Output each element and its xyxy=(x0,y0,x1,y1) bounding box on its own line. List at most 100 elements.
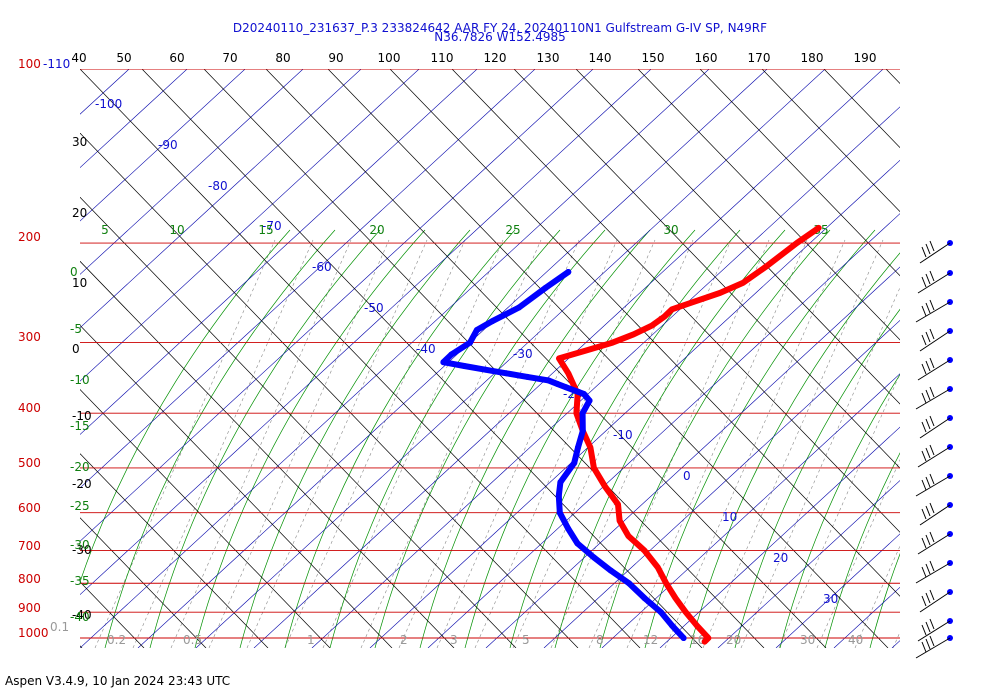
dry-adiabat-label: -50 xyxy=(364,301,384,315)
isotherm-line xyxy=(823,69,900,149)
dewpoint-point xyxy=(580,391,587,398)
moist-adiabat-line xyxy=(104,229,336,648)
dewpoint-profile-line xyxy=(440,269,687,641)
dry-adiabat-label: -80 xyxy=(208,179,228,193)
top-axis-label: 90 xyxy=(328,51,343,65)
dewpoint-point xyxy=(557,479,564,486)
wind-barb-column xyxy=(915,240,953,659)
dry-adiabat-line xyxy=(80,69,188,169)
top-axis-label: 150 xyxy=(642,51,665,65)
wind-barb-feather xyxy=(925,563,931,575)
top-axis-label: 160 xyxy=(695,51,718,65)
wind-barb-staff xyxy=(917,620,951,642)
isotherm-line xyxy=(265,69,827,648)
wind-barb-feather xyxy=(929,635,935,647)
isotherm-line xyxy=(948,69,1000,648)
mixing-ratio-label: 0.2 xyxy=(107,633,126,647)
wind-barb-feather xyxy=(929,560,935,572)
dry-adiabat-line xyxy=(833,586,900,648)
height-label: -40 xyxy=(72,608,92,622)
isotherm-line xyxy=(203,69,765,648)
wind-barb-feather xyxy=(925,638,931,650)
wind-barb-feather xyxy=(925,505,931,517)
dewpoint-point xyxy=(556,509,563,516)
mixing-ratio-label: 0.5 xyxy=(183,633,202,647)
dewpoint-point xyxy=(565,525,572,532)
wind-barb-feather xyxy=(921,537,927,549)
dry-adiabat-line xyxy=(80,69,246,222)
top-axis-label: 50 xyxy=(116,51,131,65)
moist-adiabat-line xyxy=(80,229,291,584)
moist-adiabat-line xyxy=(599,229,831,648)
dry-adiabat-label: -90 xyxy=(158,138,178,152)
wind-barb-feather xyxy=(921,246,927,258)
mixing-ratio-line xyxy=(626,239,808,648)
wind-barb-feather xyxy=(925,243,931,255)
dewpoint-point xyxy=(579,410,586,417)
wind-barb-staff xyxy=(915,475,951,497)
mixing-ratio-line xyxy=(892,631,900,648)
mixing-ratio-line xyxy=(208,239,390,648)
wind-barb-feather xyxy=(921,363,927,375)
dewpoint-point xyxy=(515,304,522,311)
wind-barb-feather xyxy=(925,418,931,430)
isotherm-line xyxy=(761,69,900,213)
wind-barb-staff xyxy=(915,637,951,659)
isotherm-line xyxy=(80,453,269,648)
dry-adiabat-line xyxy=(80,69,478,435)
chart-title-line-2: N36.7826 W152.4985 xyxy=(434,30,566,44)
dry-adiabat-label: -30 xyxy=(513,347,533,361)
dewpoint-point xyxy=(563,384,570,391)
dry-adiabat-line xyxy=(891,640,900,648)
dry-adiabat-line xyxy=(311,106,900,648)
wind-barb-feather xyxy=(929,240,935,252)
mixing-ratio-line xyxy=(284,239,466,648)
height-label: 20 xyxy=(72,206,87,220)
wind-barb-staff xyxy=(915,301,951,323)
dry-adiabat-line xyxy=(80,69,594,542)
mixing-ratio-label: 1 xyxy=(307,633,315,647)
dewpoint-point xyxy=(586,397,593,404)
dry-adiabat-line xyxy=(659,426,900,648)
dewpoint-point xyxy=(524,373,531,380)
dry-adiabat-label: 20 xyxy=(773,551,788,565)
mixing-ratio-line xyxy=(816,459,900,648)
wind-barb-feather xyxy=(921,566,927,578)
pressure-label-110: -110 xyxy=(43,57,70,71)
dry-adiabat-line xyxy=(950,59,1000,648)
pressure-label-400: 400 xyxy=(18,401,41,415)
wind-barb-feather xyxy=(925,360,931,372)
wind-barb-feather xyxy=(929,444,935,456)
grid-layer xyxy=(0,59,1000,648)
isotherm-line xyxy=(80,517,207,648)
wind-barb-feather xyxy=(921,276,927,288)
moist-adiabat-line xyxy=(239,229,471,648)
isotherm-line xyxy=(0,69,20,648)
mixing-ratio-line xyxy=(664,239,846,648)
top-axis-label: 80 xyxy=(275,51,290,65)
wind-barb-feather xyxy=(929,415,935,427)
wind-barb-feather xyxy=(925,592,931,604)
isotherm-line xyxy=(80,132,579,648)
wind-barb-staff xyxy=(915,562,951,584)
wind-barb-staff xyxy=(919,504,951,526)
moist-adiabat-line xyxy=(915,230,1000,648)
footer-version-stamp: Aspen V3.4.9, 10 Jan 2024 23:43 UTC xyxy=(5,674,231,688)
wind-barb-feather xyxy=(929,473,935,485)
mixing-ratio-label: 8 xyxy=(596,633,604,647)
wind-barb-feather xyxy=(925,476,931,488)
dewpoint-point xyxy=(440,359,447,366)
moist-adiabat-label: 10 xyxy=(169,223,184,237)
mixing-ratio-line xyxy=(702,239,884,648)
mixing-ratio-line xyxy=(512,239,694,648)
dewpoint-point xyxy=(680,635,687,641)
moist-adiabat-label: 25 xyxy=(505,223,520,237)
saturation-temp-label: -10 xyxy=(70,373,90,387)
isotherm-line xyxy=(141,69,703,648)
mixing-ratio-line xyxy=(854,545,900,648)
pressure-label-200: 200 xyxy=(18,230,41,244)
data-layer xyxy=(440,224,822,645)
wind-barb-feather xyxy=(929,502,935,514)
pressure-label-100: 100 xyxy=(18,57,41,71)
wind-barb-feather xyxy=(929,299,935,311)
